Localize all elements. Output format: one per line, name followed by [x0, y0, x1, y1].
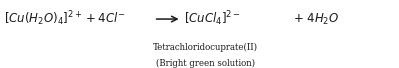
Text: Tetrachloridocuprate(II): Tetrachloridocuprate(II) — [153, 43, 258, 52]
Text: (Bright green solution): (Bright green solution) — [156, 59, 255, 68]
Text: $[Cu(H_2O)_4]^{2+}+4Cl^{-}$: $[Cu(H_2O)_4]^{2+}+4Cl^{-}$ — [4, 10, 126, 28]
Text: $[CuCl_4]^{2-}$: $[CuCl_4]^{2-}$ — [184, 10, 241, 28]
Text: $+\ 4H_2O$: $+\ 4H_2O$ — [293, 11, 340, 27]
